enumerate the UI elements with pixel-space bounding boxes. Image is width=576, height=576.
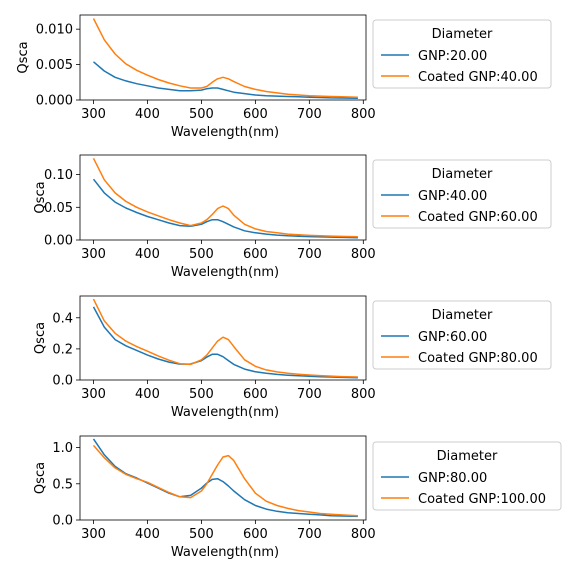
legend-entry-1: GNP:80.00 [418,471,487,486]
legend-entry-2: Coated GNP:80.00 [418,351,538,366]
series-line-2 [92,157,358,238]
x-axis-label: Wavelength(nm) [171,125,279,140]
x-tick-label: 500 [189,527,214,542]
x-axis-label: Wavelength(nm) [171,545,279,560]
x-tick-label: 600 [243,527,268,542]
legend-box [372,300,552,370]
legend-title: Diameter [437,449,498,464]
subplot-2: 300 400 500 600 700 800 0.00 0.05 0.10 Wavelength… [33,154,552,280]
x-tick-label: 700 [297,107,322,122]
series-line-1 [93,61,358,99]
legend: Diameter GNP:60.00 Coated GNP:80.00 [372,300,552,370]
x-tick-label: 400 [135,527,160,542]
legend: Diameter GNP:80.00 Coated GNP:100.00 [372,441,562,511]
x-tick-label: 700 [297,527,322,542]
y-tick-label: 0.10 [44,168,73,183]
series-line-2 [92,298,358,378]
y-tick-label: 0.0 [52,514,73,529]
x-tick-label: 400 [135,247,160,262]
legend-entry-2: Coated GNP:100.00 [418,492,546,507]
plot-frame [79,154,367,241]
subplot-4: 300 400 500 600 700 800 0.0 0.5 1.0 Wavelength(nm… [33,435,562,560]
x-tick-label: 500 [189,247,214,262]
y-tick-label: 0.0 [52,374,73,389]
y-axis-label: Qsca [16,41,31,73]
y-tick-label: 1.0 [52,441,73,456]
legend-title: Diameter [432,308,493,323]
y-tick-label: 0.2 [52,342,73,357]
x-axis-label: Wavelength(nm) [171,265,279,280]
legend-entry-1: GNP:20.00 [418,49,487,64]
y-tick-label: 0.010 [36,23,73,38]
legend-entry-2: Coated GNP:60.00 [418,210,538,225]
x-tick-label: 400 [135,107,160,122]
x-tick-label: 700 [297,387,322,402]
x-tick-label: 800 [351,247,376,262]
legend-title: Diameter [432,167,493,182]
legend-entry-2: Coated GNP:40.00 [418,70,538,85]
series-line-2 [92,18,358,98]
x-tick-label: 800 [351,387,376,402]
x-tick-label: 800 [351,107,376,122]
subplot-1: 300 400 500 600 700 800 0.000 0.005 0.010 Wavelen… [16,14,552,140]
x-tick-label: 800 [351,527,376,542]
plot-frame [79,435,367,521]
legend-title: Diameter [432,27,493,42]
x-tick-label: 300 [81,247,106,262]
x-tick-label: 300 [81,107,106,122]
y-axis-label: Qsca [33,322,48,354]
legend-box [372,441,562,511]
x-tick-label: 300 [81,527,106,542]
plot-frame [79,295,367,381]
legend: Diameter GNP:20.00 Coated GNP:40.00 [372,19,552,89]
series-line-1 [92,178,358,239]
series-line-1 [92,306,358,379]
y-tick-label: 0.005 [36,58,73,73]
y-tick-label: 0.5 [52,477,73,492]
legend: Diameter GNP:40.00 Coated GNP:60.00 [372,159,552,229]
x-tick-label: 400 [135,387,160,402]
y-tick-label: 0.05 [44,201,73,216]
subplot-3: 300 400 500 600 700 800 0.0 0.2 0.4 Wavelength(nm… [33,295,552,420]
x-tick-label: 500 [189,387,214,402]
x-tick-label: 600 [243,387,268,402]
x-tick-label: 600 [243,247,268,262]
x-tick-label: 500 [189,107,214,122]
y-axis-label: Qsca [33,462,48,494]
legend-box [372,19,552,89]
x-tick-label: 700 [297,247,322,262]
y-tick-label: 0.00 [44,234,73,249]
y-tick-label: 0.000 [36,94,73,109]
series-line-2 [92,444,358,517]
x-axis-label: Wavelength(nm) [171,405,279,420]
x-tick-label: 600 [243,107,268,122]
x-tick-label: 300 [81,387,106,402]
legend-entry-1: GNP:40.00 [418,189,487,204]
y-tick-label: 0.4 [52,311,73,326]
legend-box [372,159,552,229]
legend-entry-1: GNP:60.00 [418,330,487,345]
y-axis-label: Qsca [33,181,48,213]
plot-frame [79,14,367,101]
